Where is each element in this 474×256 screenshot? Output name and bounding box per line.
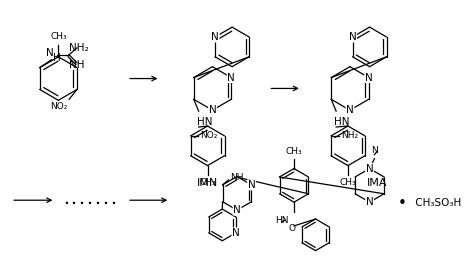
Text: N: N — [349, 32, 356, 42]
Text: .......: ....... — [62, 194, 118, 207]
Text: N: N — [46, 48, 53, 58]
Text: HN: HN — [275, 216, 289, 225]
Text: N: N — [346, 105, 354, 115]
Text: NH₂: NH₂ — [69, 43, 89, 53]
Text: CH₃: CH₃ — [199, 178, 216, 187]
Text: N: N — [211, 32, 219, 42]
Text: N: N — [365, 197, 374, 207]
Text: NO₂: NO₂ — [50, 102, 67, 111]
Text: IMA: IMA — [367, 178, 388, 188]
Text: N: N — [209, 105, 216, 115]
Text: CH₃: CH₃ — [340, 178, 356, 187]
Text: CH₃SO₃H: CH₃SO₃H — [412, 198, 461, 208]
Text: •: • — [398, 196, 406, 211]
Text: H: H — [54, 53, 61, 63]
Text: N: N — [365, 72, 373, 82]
Text: HN: HN — [334, 117, 350, 127]
Text: N: N — [232, 228, 240, 238]
Text: N: N — [371, 146, 378, 155]
Text: IMN: IMN — [197, 178, 218, 188]
Text: CH₃: CH₃ — [286, 147, 302, 156]
Text: NH: NH — [69, 60, 84, 70]
Text: N: N — [233, 205, 241, 215]
Text: O: O — [289, 224, 295, 233]
Text: NO₂: NO₂ — [201, 131, 218, 140]
Text: HN: HN — [197, 117, 212, 127]
Text: N: N — [228, 72, 235, 82]
Text: CH₃: CH₃ — [50, 32, 67, 41]
Text: NH₂: NH₂ — [341, 131, 358, 140]
Text: N: N — [247, 180, 255, 190]
Text: N: N — [365, 164, 374, 174]
Text: NH: NH — [230, 174, 244, 183]
